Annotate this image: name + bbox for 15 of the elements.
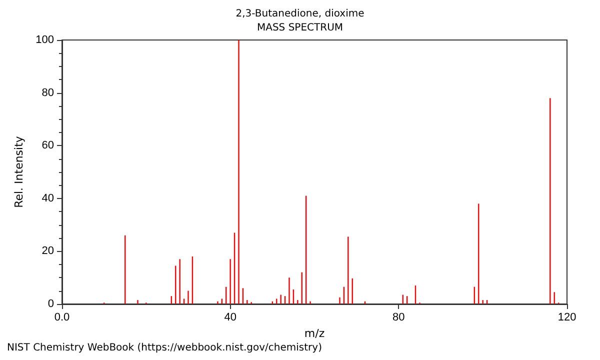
- chart-subtitle: MASS SPECTRUM: [256, 22, 344, 34]
- x-tick-label: 0.0: [54, 312, 70, 324]
- x-tick-label: 120: [558, 312, 576, 324]
- y-tick-label: 40: [42, 192, 54, 204]
- y-axis-title: Rel. Intensity: [12, 136, 26, 208]
- y-tick-label: 0: [48, 298, 54, 310]
- y-tick-label: 60: [42, 140, 54, 152]
- chart-title: 2,3-Butanedione, dioxime: [236, 8, 364, 20]
- x-tick-label: 40: [224, 312, 236, 324]
- y-tick-label: 100: [36, 34, 54, 46]
- y-tick-label: 20: [42, 245, 54, 258]
- x-axis-title: m/z: [304, 326, 325, 340]
- y-tick-label: 80: [42, 86, 54, 99]
- x-tick-label: 80: [392, 312, 405, 324]
- text: NIST Chemistry WebBook (https://webbook.nist.gov/chemistry): [7, 342, 322, 354]
